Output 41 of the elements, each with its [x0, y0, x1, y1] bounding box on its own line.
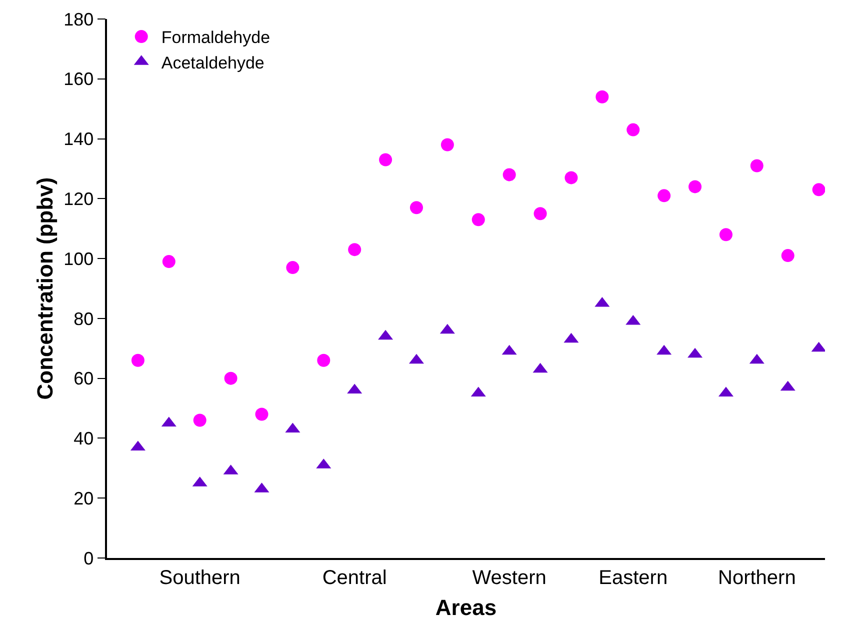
point [719, 228, 732, 242]
y-tick-label: 160 [64, 69, 94, 90]
y-tick-label: 60 [74, 368, 94, 389]
y-tick-label: 180 [64, 9, 94, 30]
y-tick-label: 0 [84, 548, 94, 568]
point [750, 159, 764, 172]
point [348, 243, 362, 256]
point [317, 354, 330, 367]
point [502, 168, 516, 182]
y-axis-title: Concentration (ppbv) [32, 177, 58, 400]
point [410, 201, 423, 214]
x-tick-label: Central [322, 566, 387, 589]
y-tick-label: 80 [74, 308, 94, 329]
point [534, 207, 547, 220]
point [688, 180, 702, 194]
legend-label: Acetaldehyde [161, 53, 264, 72]
y-tick-label: 120 [64, 188, 94, 209]
point [811, 342, 825, 352]
point [626, 123, 640, 136]
point [286, 261, 300, 274]
point [131, 354, 144, 367]
point [162, 255, 176, 268]
x-tick-label: Southern [159, 566, 240, 589]
x-tick-label: Northern [718, 566, 796, 589]
legend-label: Formaldehyde [161, 28, 270, 48]
x-axis-title: Areas [435, 595, 497, 620]
point [564, 171, 578, 184]
y-tick-label: 100 [64, 248, 94, 269]
point [658, 189, 671, 202]
point [812, 183, 825, 196]
point [781, 249, 794, 262]
x-tick-label: Western [472, 566, 546, 589]
point [379, 153, 392, 166]
y-tick-label: 140 [64, 129, 94, 150]
point [596, 90, 609, 104]
y-tick-label: 40 [74, 428, 94, 449]
point [440, 138, 454, 152]
y-tick-label: 20 [74, 488, 94, 508]
point [472, 213, 485, 226]
x-tick-label: Eastern [598, 566, 668, 589]
point [224, 372, 238, 385]
